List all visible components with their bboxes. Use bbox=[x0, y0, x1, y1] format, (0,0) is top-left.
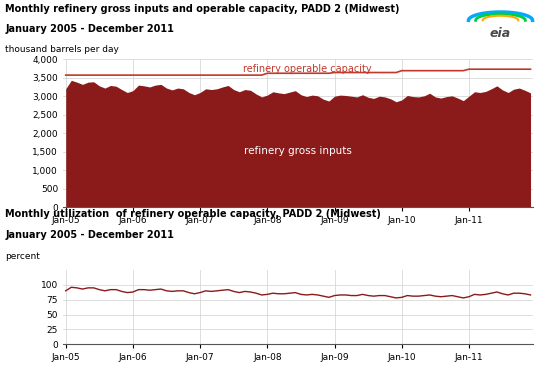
Text: January 2005 - December 2011: January 2005 - December 2011 bbox=[5, 24, 174, 34]
Text: Monthly utilization  of refinery operable capacity, PADD 2 (Midwest): Monthly utilization of refinery operable… bbox=[5, 209, 381, 219]
Text: Monthly refinery gross inputs and operable capacity, PADD 2 (Midwest): Monthly refinery gross inputs and operab… bbox=[5, 4, 400, 14]
Text: thousand barrels per day: thousand barrels per day bbox=[5, 45, 119, 54]
Text: percent: percent bbox=[5, 252, 40, 260]
Text: eia: eia bbox=[490, 27, 511, 40]
Text: refinery operable capacity: refinery operable capacity bbox=[243, 64, 372, 74]
Text: refinery gross inputs: refinery gross inputs bbox=[244, 146, 352, 156]
Text: January 2005 - December 2011: January 2005 - December 2011 bbox=[5, 230, 174, 240]
